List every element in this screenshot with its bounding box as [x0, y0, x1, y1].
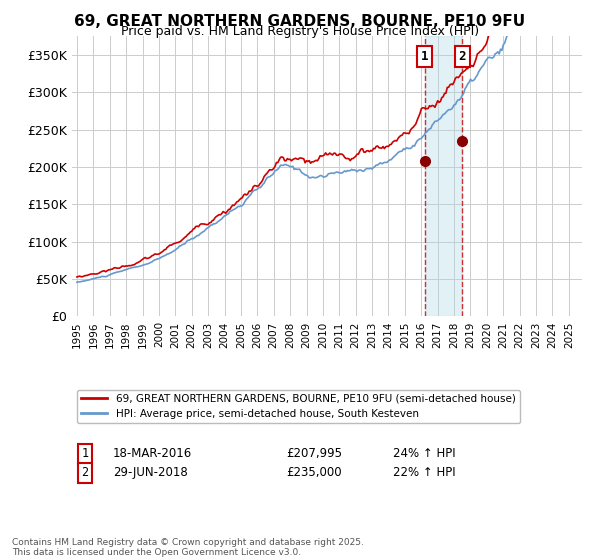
Text: £207,995: £207,995	[286, 447, 342, 460]
Text: 22% ↑ HPI: 22% ↑ HPI	[394, 466, 456, 479]
Text: £235,000: £235,000	[286, 466, 342, 479]
Text: 1: 1	[421, 50, 428, 63]
Legend: 69, GREAT NORTHERN GARDENS, BOURNE, PE10 9FU (semi-detached house), HPI: Average: 69, GREAT NORTHERN GARDENS, BOURNE, PE10…	[77, 390, 520, 423]
Text: 18-MAR-2016: 18-MAR-2016	[113, 447, 192, 460]
Text: 24% ↑ HPI: 24% ↑ HPI	[394, 447, 456, 460]
Text: Price paid vs. HM Land Registry's House Price Index (HPI): Price paid vs. HM Land Registry's House …	[121, 25, 479, 38]
Text: 69, GREAT NORTHERN GARDENS, BOURNE, PE10 9FU: 69, GREAT NORTHERN GARDENS, BOURNE, PE10…	[74, 14, 526, 29]
Text: 2: 2	[458, 50, 466, 63]
Text: Contains HM Land Registry data © Crown copyright and database right 2025.
This d: Contains HM Land Registry data © Crown c…	[12, 538, 364, 557]
Text: 1: 1	[81, 447, 88, 460]
Bar	[425, 36, 462, 316]
Text: 29-JUN-2018: 29-JUN-2018	[113, 466, 188, 479]
Text: 2: 2	[81, 466, 88, 479]
